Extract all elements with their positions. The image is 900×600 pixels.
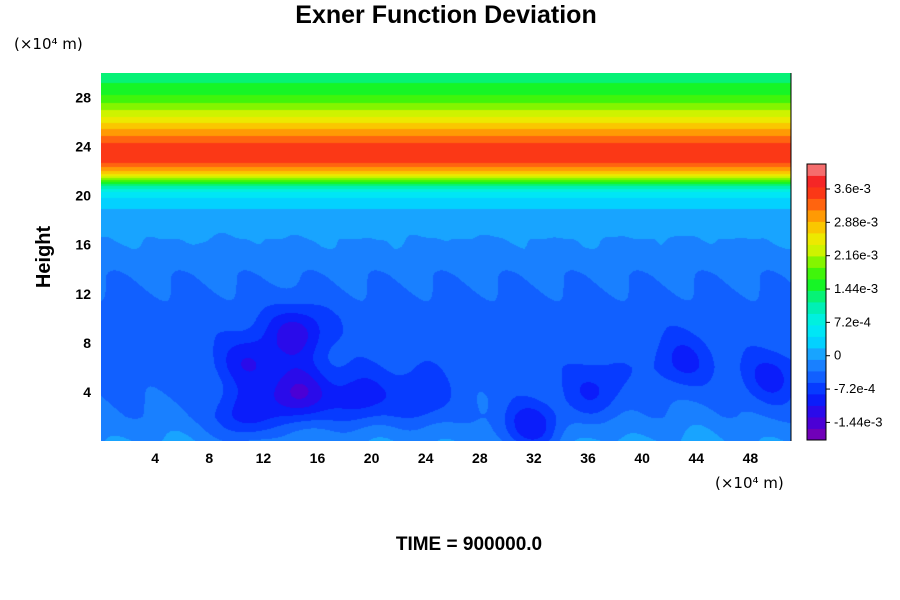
colorbar-segment [807,405,826,418]
chart-title: Exner Function Deviation [295,1,596,29]
colorbar-segment [807,221,826,234]
colorbar-segment [807,244,826,257]
time-label: TIME = 900000.0 [396,534,542,555]
colorbar [806,163,827,441]
colorbar-segment [807,279,826,291]
y-tick-label: 16 [75,237,91,253]
colorbar-segment [807,256,826,268]
colorbar-tick-label: 3.6e-3 [834,181,871,196]
colorbar-frame [806,163,827,441]
contour-plot [101,73,792,441]
x-tick-label: 12 [256,450,272,466]
x-tick-label: 8 [205,450,213,466]
x-tick-label: 32 [526,450,542,466]
y-tick-label: 12 [75,286,91,302]
x-unit-label: (×10⁴ m) [715,474,784,492]
colorbar-tick-label: 1.44e-3 [834,281,878,296]
colorbar-tick-label: 0 [834,348,841,363]
colorbar-segment [807,210,826,222]
x-tick-label: 4 [151,450,159,466]
x-tick-label: 24 [418,450,434,466]
colorbar-segment [807,336,826,349]
colorbar-tick-label: 7.2e-4 [834,314,871,329]
y-tick-label: 4 [83,384,91,400]
colorbar-segment [807,198,826,211]
colorbar-segment [807,290,826,303]
colorbar-segment [807,348,826,360]
colorbar-segment [807,313,826,326]
x-tick-label: 48 [743,450,759,466]
y-tick-label: 24 [75,139,91,155]
colorbar-ticks: 3.6e-3 2.88e-3 2.16e-3 1.44e-3 7.2e-4 0 -7.2e-… [826,181,882,429]
colorbar-tick-label: -1.44e-3 [834,414,882,429]
x-tick-label: 44 [689,450,705,466]
y-axis-title: Height [33,226,55,289]
y-axis-ticks: 4 8 12 16 20 24 28 [75,90,91,400]
x-tick-label: 16 [310,450,326,466]
colorbar-segment [807,428,826,441]
y-unit-label: (×10⁴ m) [14,35,83,53]
y-tick-label: 20 [75,188,91,204]
y-tick-label: 28 [75,90,91,106]
colorbar-segment [807,394,826,406]
colorbar-segment [807,187,826,199]
colorbar-segment [807,302,826,314]
colorbar-segment [807,175,826,188]
colorbar-tick-label: 2.88e-3 [834,214,878,229]
x-tick-label: 28 [472,450,488,466]
y-tick-label: 8 [83,335,91,351]
colorbar-tick-label: 2.16e-3 [834,248,878,263]
colorbar-segment [807,417,826,429]
x-tick-label: 20 [364,450,380,466]
colorbar-segment [807,382,826,395]
colorbar-segment [807,164,826,176]
contour-field-image [101,73,791,441]
colorbar-segment [807,371,826,383]
colorbar-segment [807,359,826,372]
colorbar-tick-label: -7.2e-4 [834,381,875,396]
colorbar-segment [807,267,826,280]
colorbar-segment [807,233,826,245]
x-tick-label: 40 [634,450,650,466]
colorbar-segment [807,325,826,337]
x-axis-ticks: 4 8 12 16 20 24 28 32 36 40 44 48 [151,450,758,466]
x-tick-label: 36 [580,450,596,466]
